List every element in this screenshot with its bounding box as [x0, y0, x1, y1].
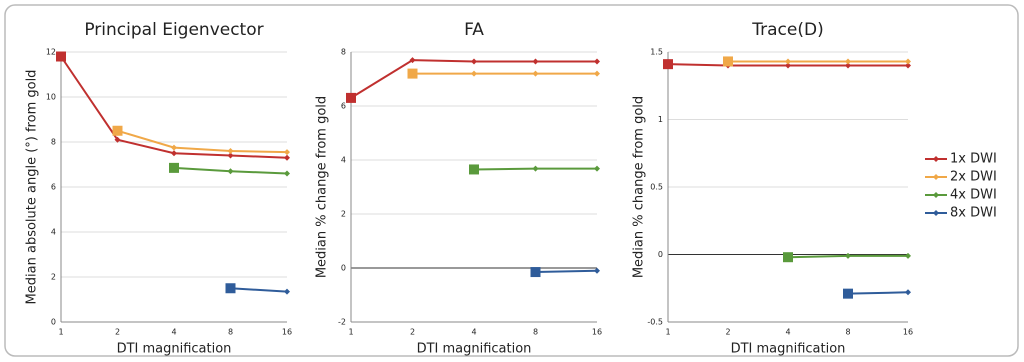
point-marker	[112, 125, 123, 136]
y-axis-label: Median % change from gold	[315, 96, 330, 278]
x-tick-label: 8	[533, 328, 538, 337]
point-marker	[594, 267, 600, 274]
point-marker	[284, 154, 290, 161]
point-marker	[905, 252, 911, 259]
y-tick-label: 8	[341, 48, 346, 57]
x-tick-label: 2	[410, 328, 415, 337]
x-tick-label: 1	[348, 328, 353, 337]
point-marker	[845, 62, 851, 69]
point-marker	[409, 57, 416, 64]
y-tick-label: 8	[51, 138, 56, 147]
point-marker	[471, 58, 477, 65]
point-marker	[783, 252, 793, 263]
legend-marker	[933, 192, 939, 198]
x-tick-label: 16	[903, 328, 913, 337]
point-marker	[785, 58, 791, 65]
point-marker	[785, 62, 791, 69]
x-tick-label: 1	[665, 328, 670, 337]
x-tick-label: 4	[171, 328, 176, 337]
y-tick-label: -2	[338, 318, 346, 327]
point-marker	[227, 168, 234, 175]
y-tick-label: 12	[46, 48, 56, 57]
legend-label: 4x DWI	[950, 188, 997, 203]
y-tick-label: 1	[658, 115, 663, 124]
point-marker	[284, 149, 290, 156]
point-marker	[532, 58, 539, 65]
point-marker	[843, 288, 853, 299]
point-marker	[56, 51, 66, 62]
x-tick-label: 8	[845, 328, 850, 337]
point-marker	[845, 58, 851, 65]
y-tick-label: 6	[51, 183, 56, 192]
series-line	[117, 129, 288, 154]
y-tick-label: -0.5	[647, 318, 663, 327]
series-line	[230, 287, 288, 293]
y-tick-label: 4	[51, 228, 56, 237]
x-axis-label: DTI magnification	[731, 342, 846, 357]
x-axis-label: DTI magnification	[117, 342, 232, 357]
x-axis-label: DTI magnification	[417, 342, 532, 357]
point-marker	[723, 56, 733, 67]
legend-marker	[933, 156, 939, 162]
point-marker	[346, 92, 356, 103]
x-tick-label: 4	[785, 328, 790, 337]
point-marker	[594, 165, 600, 172]
point-marker	[284, 288, 290, 295]
point-marker	[169, 162, 179, 173]
y-tick-label: 2	[341, 210, 346, 219]
y-tick-label: 0	[341, 264, 346, 273]
x-tick-label: 4	[471, 328, 476, 337]
point-marker	[905, 62, 911, 69]
point-marker	[471, 70, 477, 77]
chart-title: Principal Eigenvector	[84, 20, 263, 40]
legend-label: 8x DWI	[950, 206, 997, 221]
legend-label: 1x DWI	[950, 152, 997, 167]
point-marker	[227, 152, 234, 159]
x-tick-label: 8	[228, 328, 233, 337]
series-line	[535, 269, 598, 274]
legend-marker	[933, 174, 939, 180]
x-tick-label: 16	[282, 328, 292, 337]
y-tick-label: 6	[341, 102, 346, 111]
y-tick-label: 1.5	[650, 48, 663, 57]
y-tick-label: 2	[51, 273, 56, 282]
y-axis-label: Median absolute angle (°) from gold	[25, 70, 40, 305]
point-marker	[594, 70, 600, 77]
point-marker	[532, 70, 539, 77]
point-marker	[845, 252, 851, 259]
point-marker	[532, 165, 539, 172]
x-tick-label: 16	[592, 328, 602, 337]
legend-marker	[933, 210, 939, 216]
point-marker	[171, 150, 177, 157]
point-marker	[530, 267, 541, 278]
y-axis-label: Median % change from gold	[632, 96, 647, 278]
point-marker	[114, 136, 121, 143]
point-marker	[407, 68, 418, 79]
frame	[4, 4, 1019, 357]
y-tick-label: 0	[658, 250, 663, 259]
chart-title: Trace(D)	[751, 20, 823, 40]
point-marker	[469, 164, 479, 175]
chart-title: FA	[464, 20, 484, 40]
x-tick-label: 2	[725, 328, 730, 337]
point-marker	[227, 148, 234, 154]
y-tick-label: 10	[46, 93, 56, 102]
y-tick-label: 0.5	[650, 183, 663, 192]
point-marker	[663, 59, 673, 70]
point-marker	[594, 58, 600, 65]
y-tick-label: 4	[341, 156, 346, 165]
point-marker	[171, 144, 177, 151]
y-tick-label: 0	[51, 318, 56, 327]
point-marker	[905, 289, 911, 296]
series-line	[847, 291, 909, 295]
legend-label: 2x DWI	[950, 170, 997, 185]
x-tick-label: 1	[58, 328, 63, 337]
point-marker	[284, 170, 290, 177]
x-tick-label: 2	[115, 328, 120, 337]
point-marker	[905, 58, 911, 65]
point-marker	[225, 283, 236, 294]
